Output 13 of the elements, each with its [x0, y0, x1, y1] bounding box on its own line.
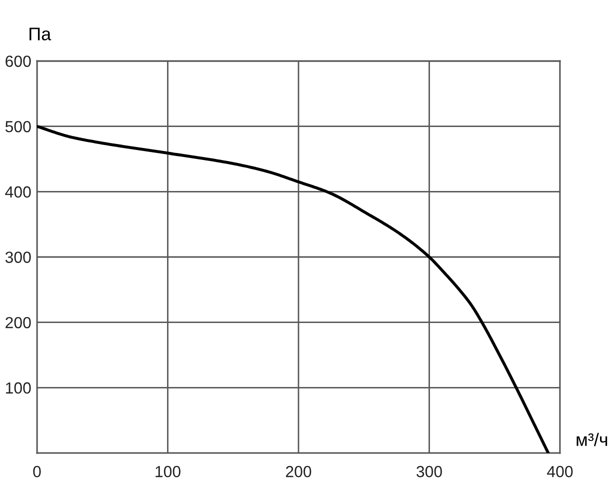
- y-tick-label: 100: [6, 382, 31, 394]
- x-axis-title: м³/ч: [576, 432, 608, 446]
- x-tick-label: 0: [33, 466, 41, 478]
- y-tick-label: 300: [5, 252, 31, 263]
- y-tick-label: 500: [5, 120, 31, 132]
- y-tick-label: 200: [6, 316, 31, 328]
- y-tick-label: 400: [5, 186, 31, 198]
- y-axis-title: Па: [30, 28, 52, 40]
- x-tick-label: 400: [547, 466, 573, 478]
- x-tick-label: 200: [286, 466, 312, 478]
- x-tick-label: 300: [416, 466, 442, 478]
- y-tick-label: 600: [6, 56, 31, 67]
- x-tick-label: 100: [156, 466, 180, 478]
